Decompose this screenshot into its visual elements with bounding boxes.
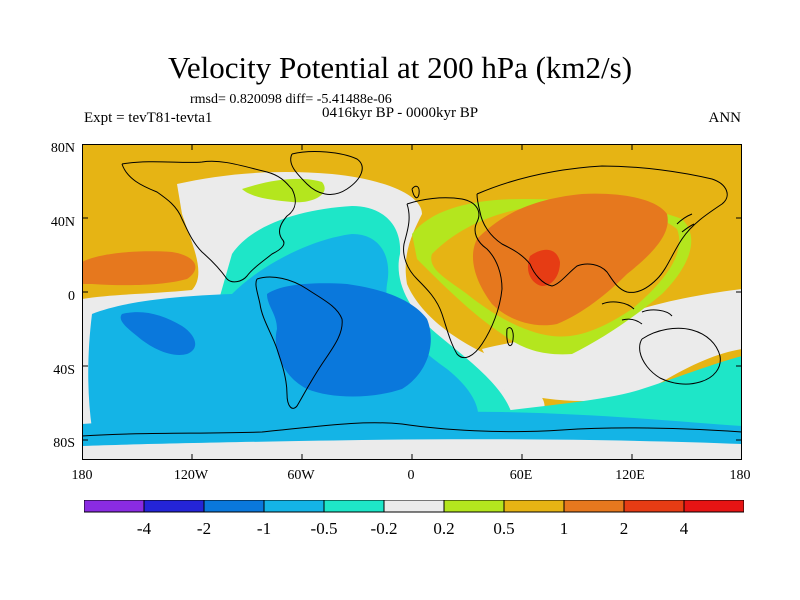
colorbar-label: 4 (679, 519, 689, 538)
colorbar-box (323, 500, 385, 513)
y-tick-label: 40N (50, 215, 75, 230)
colorbar-label: 0.5 (493, 519, 515, 538)
colorbar (84, 500, 744, 513)
colorbar-label: 1 (559, 519, 569, 538)
coast-north-america (121, 160, 296, 283)
x-tick-label: 120W (173, 468, 209, 483)
coast-japan (676, 213, 695, 233)
colorbar-box (623, 500, 685, 513)
coast-antarctica (82, 422, 742, 437)
x-tick-label: 60W (287, 468, 315, 483)
colorbar-label: -2 (196, 519, 212, 538)
coast-asia (476, 165, 728, 293)
coast-south-america (255, 276, 343, 409)
period-label: 0416kyr BP - 0000kyr BP (321, 105, 479, 121)
y-tick-label: 40S (53, 363, 75, 378)
colorbar-label: -0.5 (310, 519, 338, 538)
colorbar-label: -1 (256, 519, 272, 538)
coast-greenland (290, 151, 363, 195)
coastlines (82, 151, 742, 437)
contour-neg-lightblue-south (82, 411, 742, 446)
season-label: ANN (708, 110, 742, 126)
colorbar-box (563, 500, 625, 513)
colorbar-box (263, 500, 325, 513)
coast-africa-europe (403, 197, 503, 359)
contour-neg-blue (267, 283, 431, 397)
colorbar-label: 2 (619, 519, 629, 538)
contour-pos-yellowgreen (242, 178, 325, 203)
y-tick-label: 80S (53, 436, 75, 451)
stats-label: rmsd= 0.820098 diff= -5.41488e-06 (190, 92, 392, 107)
colorbar-label: 0.2 (433, 519, 455, 538)
colorbar-box (84, 500, 145, 513)
colorbar-box (443, 500, 505, 513)
y-tick-label: 80N (50, 141, 75, 156)
velocity-potential-map (82, 144, 742, 460)
coast-australia (639, 327, 721, 385)
colorbar-box (683, 500, 744, 513)
contour-neutral-indian (482, 289, 742, 401)
colorbar-box (503, 500, 565, 513)
x-tick-label: 0 (407, 468, 415, 483)
experiment-label: Expt = tevT81-tevta1 (84, 110, 213, 126)
contour-pos-orange-pacific (82, 251, 196, 286)
x-tick-label: 180 (729, 468, 751, 483)
colorbar-box (143, 500, 205, 513)
y-tick-label: 0 (68, 289, 75, 304)
contour-neg-blue-pacific (120, 312, 196, 355)
coast-indonesia (601, 301, 673, 325)
coast-uk (411, 185, 420, 199)
x-tick-label: 180 (71, 468, 93, 483)
contour-pos-orange-asia (472, 193, 668, 326)
contour-pos-red-asia (527, 249, 560, 286)
figure-title: Velocity Potential at 200 hPa (km2/s) (167, 50, 633, 85)
x-tick-label: 60E (509, 468, 533, 483)
coast-madagascar (506, 327, 514, 347)
colorbar-box (203, 500, 265, 513)
axis-ticks (82, 144, 742, 460)
colorbar-label: -0.2 (370, 519, 398, 538)
colorbar-label: -4 (136, 519, 152, 538)
colorbar-box (383, 500, 445, 513)
x-tick-label: 120E (615, 468, 645, 483)
